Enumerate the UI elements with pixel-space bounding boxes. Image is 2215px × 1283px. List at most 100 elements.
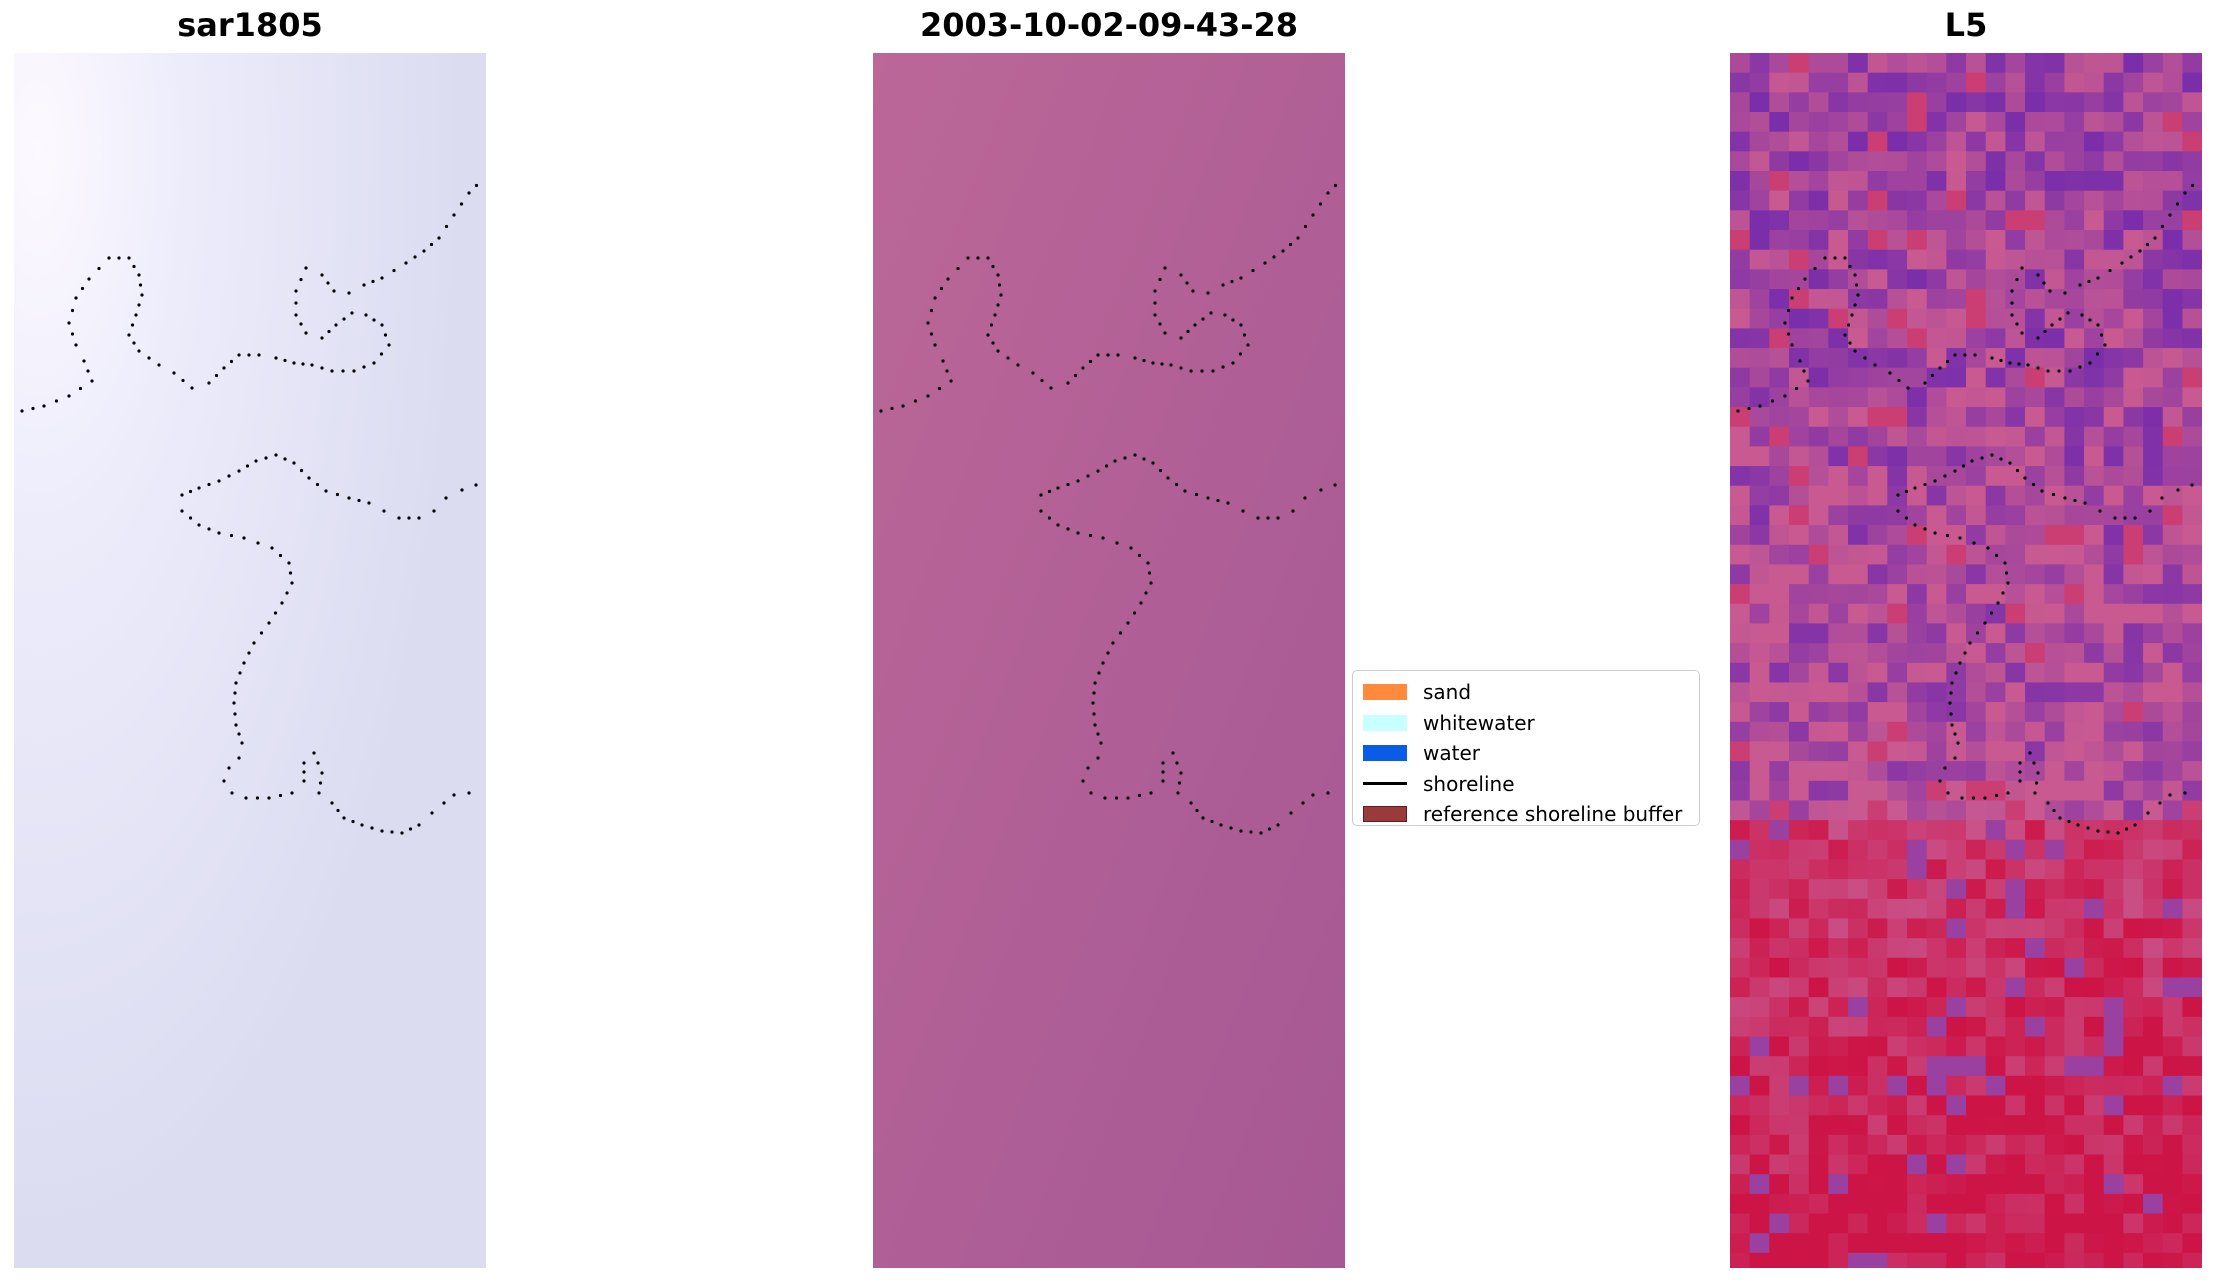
shoreline-point — [372, 318, 376, 322]
shoreline-point — [207, 527, 211, 531]
shoreline-point — [1906, 386, 1910, 390]
shoreline-point — [2010, 301, 2014, 305]
shoreline-point — [392, 268, 396, 273]
shoreline-point — [1239, 276, 1243, 280]
shoreline-point — [1226, 501, 1230, 505]
shoreline-point — [2018, 761, 2022, 765]
shoreline-point — [1056, 486, 1060, 490]
shoreline-point — [1968, 641, 1972, 645]
shoreline-point — [1221, 365, 1225, 369]
shoreline-point — [1958, 536, 1962, 540]
shoreline-point — [342, 317, 346, 321]
shoreline-point — [1897, 378, 1901, 383]
shoreline-point — [1153, 301, 1157, 305]
shoreline-point — [1081, 366, 1085, 370]
shoreline-point — [1994, 553, 1999, 558]
shoreline-point — [137, 303, 141, 307]
shoreline-point — [1206, 496, 1210, 500]
shoreline-point — [80, 286, 85, 291]
shoreline-point — [467, 791, 471, 795]
shoreline-point — [1806, 379, 1810, 383]
shoreline-point — [2058, 317, 2062, 321]
shoreline-point — [1983, 796, 1987, 800]
shoreline-point — [1171, 751, 1175, 755]
shoreline-point — [330, 801, 334, 805]
shoreline-point — [429, 242, 434, 247]
shoreline-point — [1956, 741, 1960, 745]
shoreline-point — [316, 761, 320, 765]
shoreline-point — [320, 771, 324, 775]
shoreline-point — [2031, 482, 2036, 487]
shoreline-point — [307, 476, 311, 480]
shoreline-point — [1971, 796, 1976, 800]
shoreline-point — [2067, 819, 2071, 824]
shoreline-point — [1794, 386, 1799, 391]
shoreline-point — [1047, 516, 1052, 520]
shoreline-point — [1904, 489, 1909, 494]
shoreline-point — [937, 386, 942, 391]
shoreline-point — [278, 553, 283, 558]
shoreline-point — [474, 183, 479, 188]
shoreline-point — [312, 751, 316, 755]
shoreline-point — [302, 779, 306, 783]
shoreline-point — [1201, 816, 1205, 820]
legend-label-water: water — [1423, 741, 1480, 766]
shoreline-point — [1144, 591, 1148, 595]
shoreline-point — [1913, 523, 1917, 527]
shoreline-point — [1790, 296, 1794, 300]
shoreline-point — [1326, 791, 1330, 795]
shoreline-point — [2183, 791, 2187, 795]
shoreline-point — [2088, 318, 2092, 322]
shoreline-point — [257, 353, 261, 357]
shoreline-point — [190, 386, 194, 390]
shoreline-point — [2052, 808, 2056, 813]
shoreline-point — [1923, 482, 1927, 487]
shoreline-point — [371, 279, 375, 284]
shoreline-point — [1239, 323, 1243, 327]
shoreline-point — [2190, 183, 2195, 188]
shoreline-point — [230, 791, 234, 795]
shoreline-point — [422, 249, 426, 253]
shoreline-point — [379, 352, 384, 356]
shoreline-point — [280, 601, 284, 605]
shoreline-point — [1106, 353, 1110, 357]
shoreline-point — [2158, 801, 2162, 805]
shoreline-point — [2046, 801, 2050, 805]
shoreline-point — [2032, 761, 2036, 765]
shoreline-point — [140, 293, 144, 297]
shoreline-point — [320, 273, 324, 277]
shoreline-point — [2063, 291, 2067, 295]
shoreline-point — [1850, 313, 1854, 317]
shoreline-point — [1161, 770, 1165, 774]
shoreline-point — [1137, 793, 1142, 798]
shoreline-point — [237, 756, 241, 760]
shoreline-point — [74, 343, 78, 347]
shoreline-point — [132, 264, 136, 269]
shoreline-point — [1091, 701, 1095, 705]
shoreline-point — [1950, 723, 1954, 727]
shoreline-point — [1311, 793, 1315, 797]
shoreline-point — [274, 356, 278, 360]
shoreline-point — [304, 331, 308, 335]
shoreline-point — [1200, 369, 1204, 373]
shoreline-point — [267, 621, 271, 625]
shoreline-point — [2096, 323, 2100, 327]
shoreline-point — [390, 830, 394, 834]
shoreline-point — [254, 459, 258, 463]
legend-item-water: water — [1363, 738, 1689, 769]
shoreline-point — [2057, 369, 2061, 373]
shoreline-point — [2176, 488, 2180, 492]
legend-label-sand: sand — [1423, 680, 1472, 705]
shoreline-point — [442, 801, 446, 805]
shoreline-point — [341, 369, 345, 373]
shoreline-point — [1251, 268, 1255, 273]
shoreline-point — [404, 261, 408, 265]
shoreline-point — [1276, 516, 1280, 520]
shoreline-point — [1189, 801, 1193, 805]
shoreline-point — [1066, 482, 1070, 487]
shoreline-point — [1986, 546, 1990, 550]
shoreline-point — [380, 323, 384, 327]
shoreline-point — [2096, 829, 2100, 833]
shoreline-point — [1179, 273, 1183, 277]
shoreline-point — [1999, 358, 2003, 363]
